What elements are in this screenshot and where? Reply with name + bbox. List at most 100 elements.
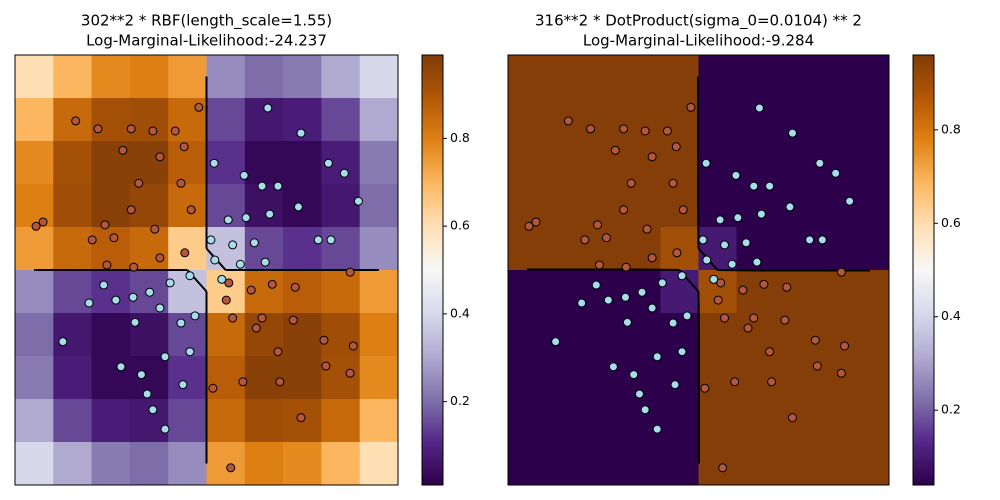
heatmap-cell <box>168 442 207 486</box>
scatter-point <box>58 337 68 347</box>
heatmap-cell <box>584 98 623 142</box>
heatmap-cell <box>206 313 246 357</box>
scatter-point <box>701 158 711 168</box>
heatmap-cell <box>168 399 207 443</box>
heatmap-cell <box>850 98 890 142</box>
heatmap-cell <box>850 442 890 486</box>
scatter-point <box>716 278 726 288</box>
scatter-point <box>591 280 601 290</box>
scatter-point <box>730 377 740 387</box>
heatmap-cell <box>283 270 322 314</box>
heatmap-cell <box>321 270 361 314</box>
heatmap-cell <box>508 98 547 142</box>
heatmap-cell <box>359 184 399 228</box>
scatter-point <box>713 295 723 305</box>
heatmap-cell <box>129 442 169 486</box>
scatter-point <box>642 224 652 234</box>
scatter-point <box>749 181 759 191</box>
scatter-point <box>267 279 277 289</box>
heatmap-cell <box>244 98 284 142</box>
scatter-point <box>224 278 234 288</box>
colorbar <box>421 54 444 486</box>
heatmap-cell <box>91 184 131 228</box>
scatter-point <box>226 463 236 473</box>
heatmap-cell <box>812 270 852 314</box>
heatmap-cell <box>508 227 547 271</box>
scatter-point <box>126 205 136 215</box>
chart-title: 302**2 * RBF(length_scale=1.55) <box>81 12 332 31</box>
heatmap-cell <box>321 55 361 99</box>
heatmap-cell <box>359 270 399 314</box>
scatter-point <box>563 116 573 126</box>
heatmap-cell <box>622 399 661 443</box>
scatter-point <box>155 303 165 313</box>
heatmap-cell <box>546 270 585 314</box>
scatter-point <box>111 295 121 305</box>
scatter-point <box>221 295 231 305</box>
heatmap-cell <box>206 98 246 142</box>
scatter-point <box>668 178 678 188</box>
scatter-point <box>176 178 186 188</box>
scatter-point <box>129 262 139 272</box>
scatter-point <box>313 235 323 245</box>
heatmap-cell <box>15 270 54 314</box>
scatter-point <box>787 128 797 138</box>
heatmap-cell <box>53 227 93 271</box>
scatter-point <box>273 347 283 357</box>
colorbar <box>912 54 935 486</box>
scatter-point <box>185 271 195 281</box>
scatter-point <box>765 347 775 357</box>
heatmap-cell <box>812 184 852 228</box>
scatter-point <box>84 298 94 308</box>
scatter-point <box>741 238 751 248</box>
scatter-point <box>71 116 81 126</box>
heatmap-cell <box>15 55 54 99</box>
scatter-point <box>273 181 283 191</box>
scatter-point <box>608 362 618 372</box>
heatmap-cell <box>546 227 585 271</box>
scatter-point <box>652 424 662 434</box>
colorbar-tick-label: 0.4 <box>941 308 961 323</box>
scatter-point <box>210 255 220 265</box>
heatmap-cell <box>53 399 93 443</box>
heatmap-cell <box>546 184 585 228</box>
scatter-point <box>668 318 678 328</box>
heatmap-cell <box>850 399 890 443</box>
scatter-point <box>217 274 227 284</box>
heatmap-cell <box>508 399 547 443</box>
heatmap-cell <box>812 227 852 271</box>
heatmap-cell <box>283 55 322 99</box>
heatmap-cell <box>660 227 699 271</box>
heatmap-cell <box>359 98 399 142</box>
scatter-point <box>551 337 561 347</box>
scatter-point <box>812 361 822 371</box>
scatter-point <box>738 285 748 295</box>
scatter-point <box>128 292 138 302</box>
heatmap-cell <box>321 98 361 142</box>
scatter-point <box>524 221 534 231</box>
heatmap-cell <box>283 442 322 486</box>
scatter-point <box>787 413 797 423</box>
colorbar-tick-label: 0.4 <box>450 305 470 320</box>
heatmap-cell <box>660 442 699 486</box>
heatmap-cell <box>15 141 54 185</box>
scatter-point <box>238 377 248 387</box>
heatmap-cell <box>736 55 776 99</box>
heatmap-cell <box>359 55 399 99</box>
scatter-point <box>145 287 155 297</box>
scatter-point <box>257 181 267 191</box>
heatmap-cell <box>622 55 661 99</box>
scatter-point <box>686 102 696 112</box>
scatter-point <box>186 205 196 215</box>
scatter-point <box>815 158 825 168</box>
scatter-point <box>142 389 152 399</box>
heatmap-cell <box>508 270 547 314</box>
heatmap-cell <box>91 313 131 357</box>
scatter-point <box>629 370 639 380</box>
heatmap-cell <box>546 399 585 443</box>
heatmap-cell <box>206 399 246 443</box>
heatmap-cell <box>508 55 547 99</box>
scatter-point <box>209 158 219 168</box>
heatmap-cell <box>698 313 738 357</box>
heatmap-cell <box>244 356 284 400</box>
